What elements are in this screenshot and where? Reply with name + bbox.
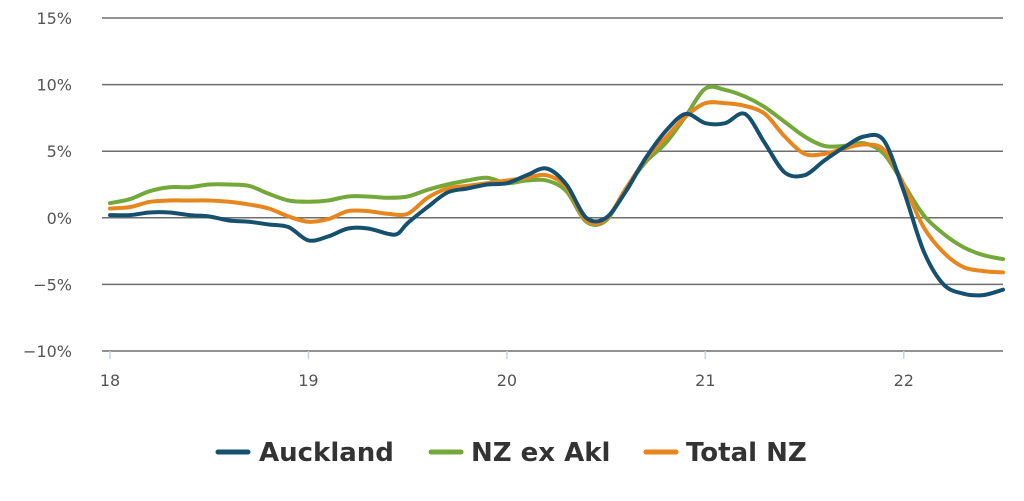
x-tick-label: 19 [298,371,318,390]
grid-lines [102,17,1003,352]
x-axis: 18 19 20 21 22 [100,351,914,390]
y-tick-label: 15% [36,9,72,28]
y-tick-label: −10% [23,342,72,361]
x-tick-label: 22 [894,371,914,390]
series-line-total-nz [108,100,1005,275]
x-tick-label: 20 [497,371,517,390]
y-axis: 15% 10% 5% 0% −5% −10% [23,9,72,361]
legend-label: Auckland [259,438,394,468]
legend-label: NZ ex Akl [471,438,610,468]
legend-label: Total NZ [686,438,807,468]
y-tick-label: −5% [33,275,72,294]
y-tick-label: 5% [47,142,72,161]
x-tick-label: 18 [100,371,120,390]
x-tick-label: 21 [695,371,715,390]
legend: Auckland NZ ex Akl Total NZ [215,438,807,468]
series-lines [108,84,1005,298]
series-line-auckland [108,111,1005,298]
y-tick-label: 10% [36,76,72,95]
y-tick-label: 0% [47,209,72,228]
